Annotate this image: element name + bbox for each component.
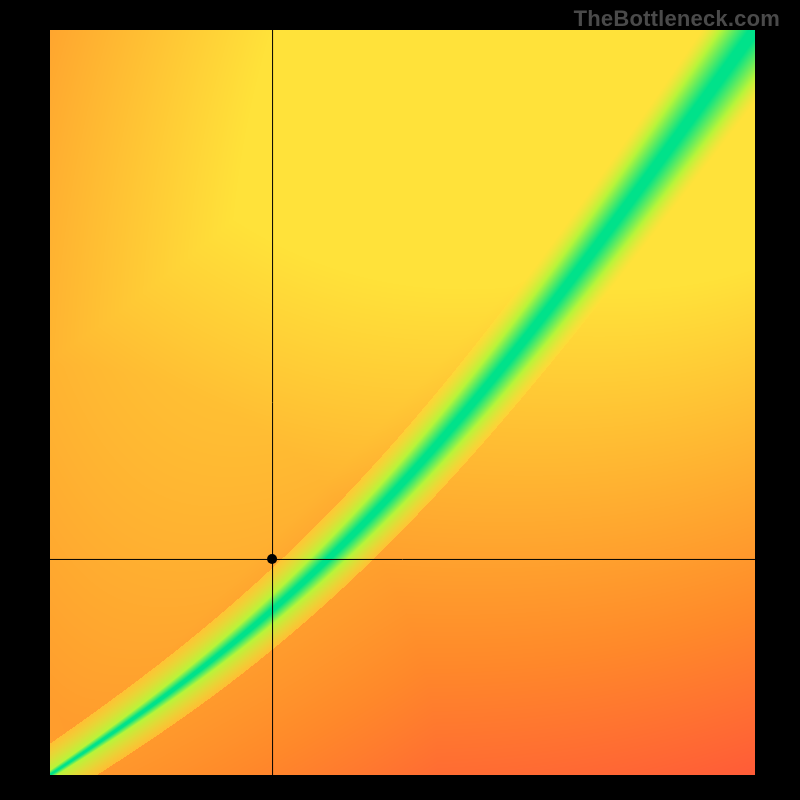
bottleneck-heatmap	[0, 0, 800, 800]
watermark-text: TheBottleneck.com	[574, 6, 780, 32]
chart-container: { "watermark": { "text": "TheBottleneck.…	[0, 0, 800, 800]
